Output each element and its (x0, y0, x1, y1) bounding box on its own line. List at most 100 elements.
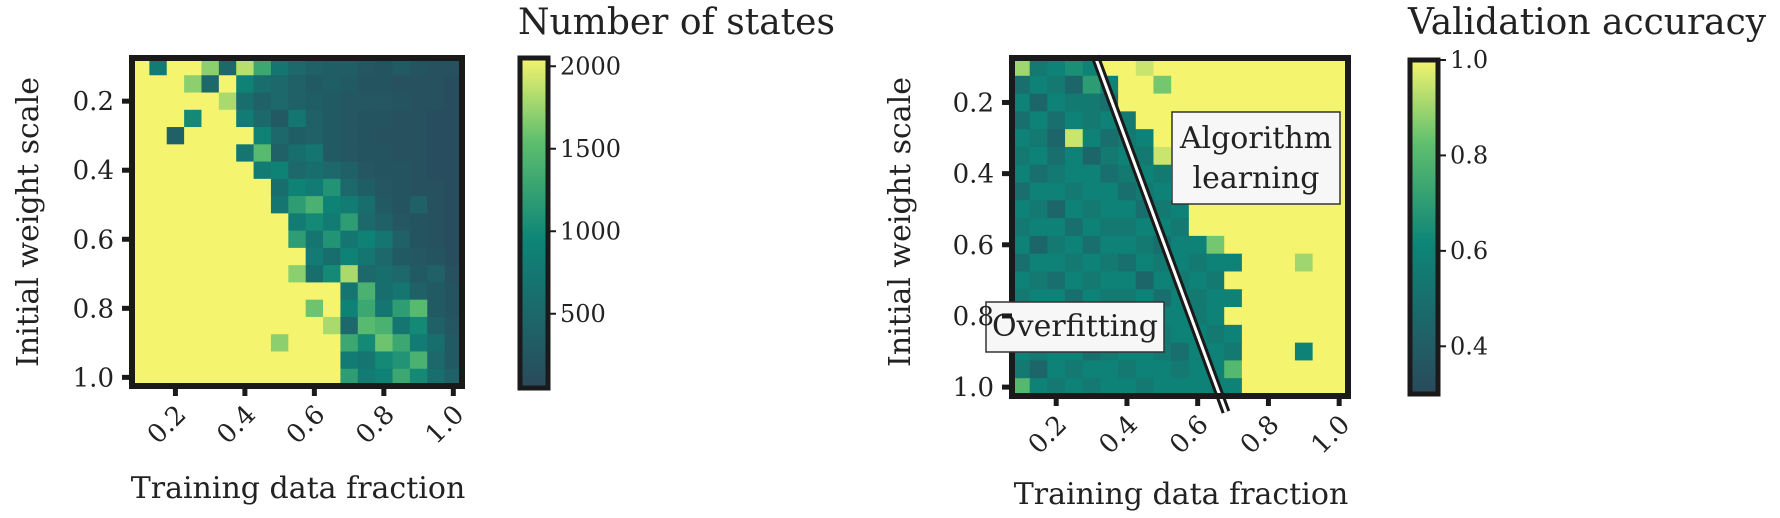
right-heatmap-cell (1082, 378, 1102, 397)
left-heatmap-cell (375, 161, 394, 180)
left-heatmap-cell (132, 334, 150, 353)
left-heatmap-cell (166, 334, 185, 353)
left-y-tick-label: 0.2 (73, 87, 114, 117)
left-heatmap-cell (184, 178, 203, 197)
left-heatmap-cell (201, 127, 220, 145)
right-heatmap-cell (1259, 200, 1278, 219)
left-heatmap-cell (236, 247, 255, 266)
right-heatmap-cell (1135, 271, 1155, 290)
left-heatmap-cell (149, 75, 168, 94)
left-heatmap-cell (166, 368, 185, 387)
right-heatmap-cell (1012, 253, 1031, 273)
right-heatmap-cell (1312, 378, 1331, 397)
right-heatmap-cell (1224, 75, 1243, 95)
left-heatmap-cell (305, 144, 324, 163)
right-heatmap-cell (1206, 342, 1225, 362)
right-heatmap-cell (1241, 200, 1261, 219)
left-heatmap-cell (132, 368, 150, 387)
left-heatmap-cell (236, 109, 255, 128)
left-heatmap-cell (288, 109, 307, 128)
left-heatmap-cell (184, 196, 203, 214)
right-heatmap-cell (1241, 218, 1261, 237)
right-heatmap-cell (1241, 378, 1261, 397)
right-heatmap-cell (1065, 360, 1084, 379)
right-heatmap-cell (1224, 218, 1243, 237)
left-heatmap-cell (409, 75, 428, 94)
right-heatmap-cell (1100, 253, 1119, 273)
left-heatmap-cell (409, 265, 428, 284)
right-heatmap-cell (1047, 253, 1066, 273)
right-heatmap-cell (1029, 235, 1048, 255)
right-colorbar-tick-label: 0.4 (1450, 332, 1488, 360)
left-heatmap-cell (132, 196, 150, 214)
left-heatmap-cell (409, 282, 428, 301)
left-heatmap-cell (149, 247, 168, 266)
right-heatmap-cell (1206, 75, 1225, 95)
left-heatmap-cell (357, 316, 376, 335)
left-heatmap-cell (375, 282, 394, 301)
right-heatmap-cell (1259, 218, 1278, 237)
left-heatmap-cell (218, 161, 237, 180)
left-heatmap-cell (340, 265, 359, 284)
right-heatmap-cell (1188, 75, 1208, 95)
left-heatmap-cells (132, 58, 463, 387)
left-colorbar-tick-label: 2000 (560, 52, 621, 80)
right-heatmap-cell (1277, 93, 1296, 112)
left-heatmap-cell (323, 282, 342, 301)
left-heatmap-cell (236, 196, 255, 214)
left-heatmap-cell (270, 161, 289, 180)
right-heatmap-cell (1082, 164, 1102, 184)
right-heatmap-cell (1082, 200, 1102, 219)
left-heatmap-cell (392, 196, 411, 214)
left-x-tick-labels: 0.2 0.4 0.6 0.8 1.0 (142, 386, 470, 450)
left-heatmap-cell (357, 109, 376, 128)
right-heatmap-cell (1330, 324, 1349, 344)
left-heatmap-cell (253, 196, 272, 214)
left-heatmap-cell (323, 299, 342, 318)
left-heatmap-cell (392, 75, 411, 94)
left-colorbar-gradient (517, 55, 551, 391)
left-heatmap-cell (236, 334, 255, 353)
left-x-tick-label: 0.4 (211, 400, 261, 450)
right-heatmap-cell (1277, 58, 1296, 77)
right-heatmap-cell (1153, 93, 1172, 112)
right-heatmap-cell (1224, 235, 1243, 255)
left-x-tick-label: 1.0 (420, 400, 470, 450)
right-x-tick-label: 0.2 (1023, 410, 1073, 460)
right-heatmap-cell (1029, 378, 1048, 397)
right-heatmap-cell (1259, 253, 1278, 273)
left-heatmap-cell (340, 368, 359, 387)
left-heatmap-cell (253, 316, 272, 335)
left-heatmap-cell (201, 213, 220, 232)
right-heatmap-cell (1100, 164, 1119, 184)
right-heatmap-cell (1029, 75, 1048, 95)
left-y-tick-label: 0.6 (73, 225, 114, 255)
left-heatmap-cell (184, 109, 203, 128)
left-heatmap-cell (357, 247, 376, 266)
right-heatmap-cell (1224, 58, 1243, 77)
left-heatmap-cell (409, 144, 428, 163)
right-heatmap-cell (1241, 253, 1261, 273)
right-heatmap-cell (1330, 360, 1349, 379)
left-heatmap-cell (357, 230, 376, 249)
left-heatmap-cell (236, 213, 255, 232)
right-heatmap-cell (1153, 360, 1172, 379)
left-x-tick-label: 0.2 (142, 400, 192, 450)
left-heatmap-cell (409, 299, 428, 318)
right-heatmap-cell (1330, 75, 1349, 95)
left-heatmap-cell (427, 213, 446, 232)
left-heatmap-cell (427, 351, 446, 370)
right-heatmap-cell (1065, 253, 1084, 273)
right-heatmap-cell (1224, 307, 1243, 326)
left-heatmap-cell (184, 334, 203, 353)
left-heatmap-cell (218, 334, 237, 353)
right-heatmap-cell (1241, 271, 1261, 290)
right-heatmap-cell (1206, 324, 1225, 344)
left-heatmap-cell (323, 144, 342, 163)
left-heatmap-cell (201, 230, 220, 249)
left-heatmap-cell (253, 265, 272, 284)
right-heatmap-cell (1294, 324, 1314, 344)
left-heatmap-cell (218, 196, 237, 214)
left-heatmap-cell (218, 144, 237, 163)
right-heatmap-cell (1171, 58, 1190, 77)
